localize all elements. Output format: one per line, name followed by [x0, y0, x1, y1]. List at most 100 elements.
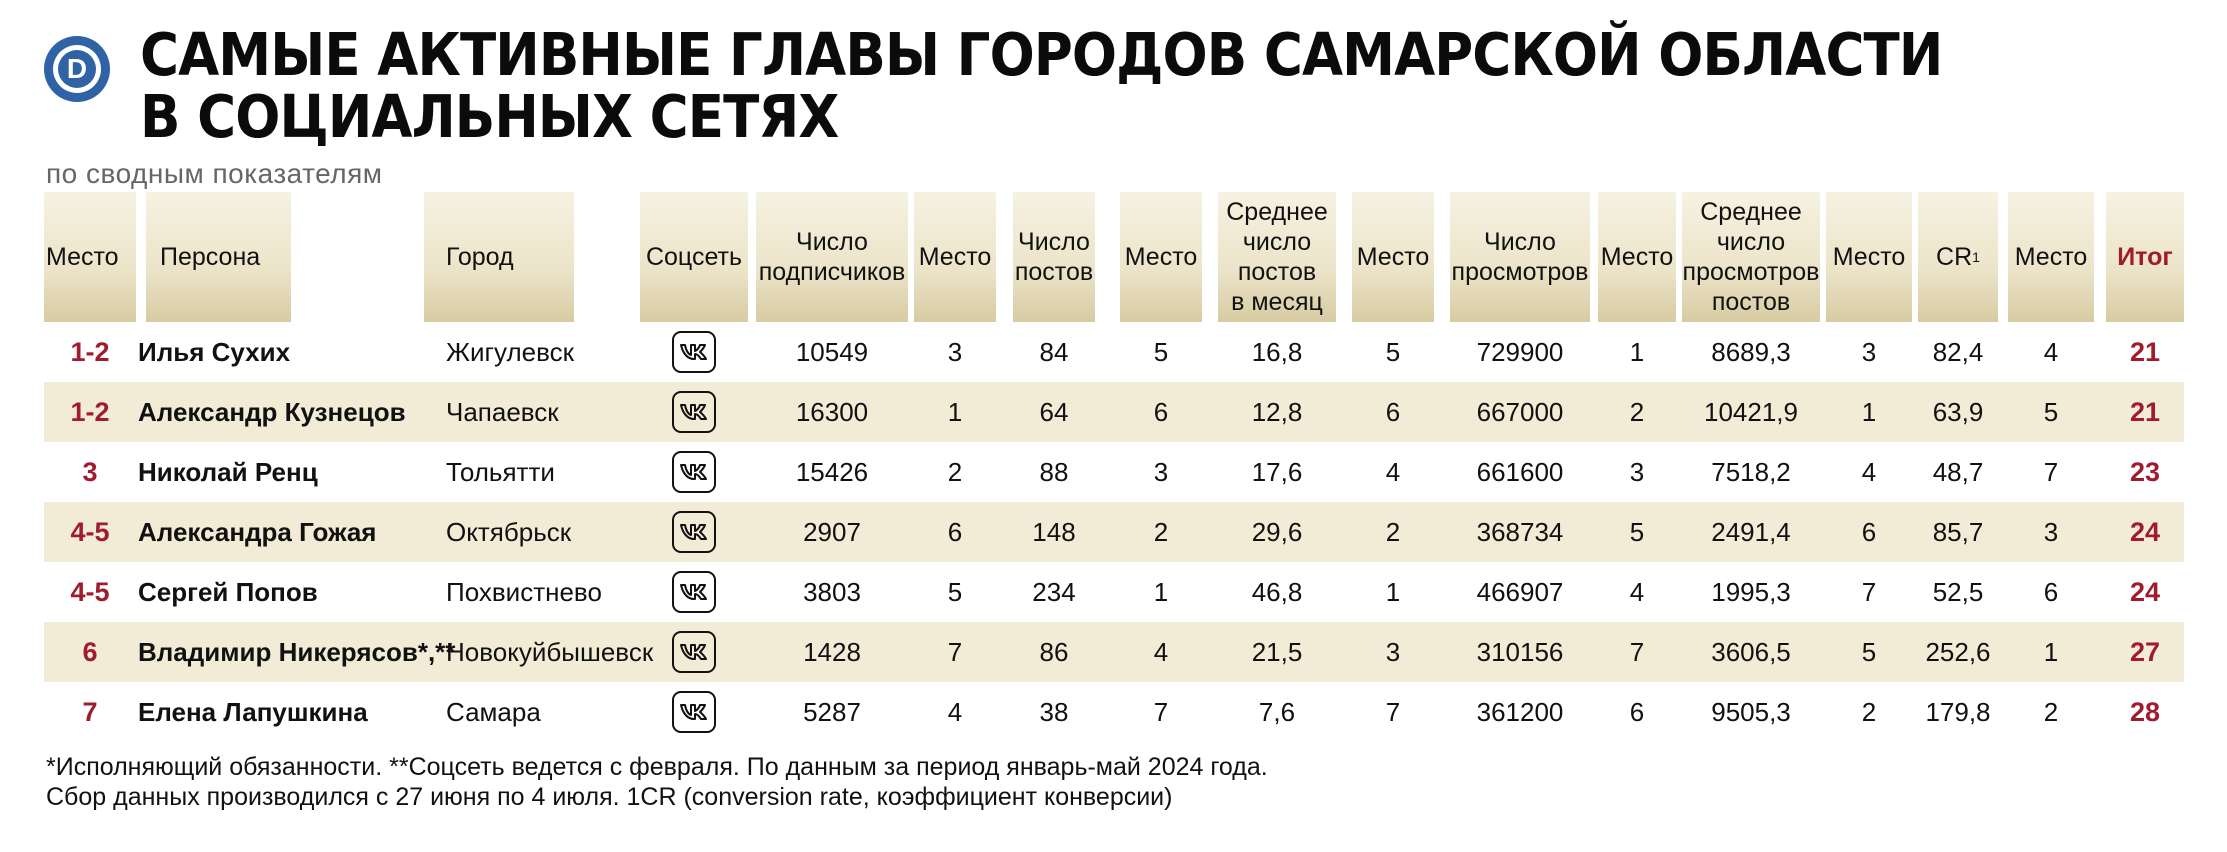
cell-p-avg-posts: 2 — [1385, 516, 1401, 547]
header-place4-label: Место — [1356, 243, 1430, 271]
cell-views: 368734 — [1476, 516, 1564, 547]
cell-p-posts: 4 — [1153, 636, 1169, 667]
header-bg-place4 — [1352, 192, 1434, 322]
cell-p-posts: 6 — [1153, 396, 1169, 427]
cell-avg-posts: 16,8 — [1251, 336, 1303, 367]
page-title: Самые активные главы городов Самарской о… — [140, 20, 1943, 151]
cell-p-avg-views: 5 — [1861, 636, 1877, 667]
header-person: Персона — [146, 192, 405, 322]
header-bg-city — [424, 192, 574, 322]
cell-views: 361200 — [1476, 696, 1564, 727]
cell-cr: 82,4 — [1932, 336, 1984, 367]
cell-p-avg-posts: 1 — [1385, 576, 1401, 607]
header-place-label: Место — [46, 243, 119, 271]
header-place3-label: Место — [1124, 243, 1198, 271]
header-avg-views-line: Среднее — [1700, 198, 1802, 226]
cell-p-cr: 2 — [2043, 696, 2059, 727]
cell-p-avg-posts: 4 — [1385, 456, 1401, 487]
cell-avg-views: 3606,5 — [1711, 636, 1791, 667]
cell-p-cr: 7 — [2043, 456, 2059, 487]
cell-p-views: 4 — [1629, 576, 1645, 607]
cell-city: Чапаевск — [446, 396, 559, 427]
cell-p-cr: 3 — [2043, 516, 2059, 547]
cell-subscribers: 1428 — [803, 636, 861, 667]
cell-avg-posts: 21,5 — [1251, 636, 1303, 667]
cell-avg-views: 9505,3 — [1711, 696, 1791, 727]
cell-person: Сергей Попов — [138, 576, 318, 607]
header-bg-avg_views — [1682, 192, 1820, 322]
header-subscribers-line: подписчиков — [758, 258, 906, 286]
header-place3: Место — [1120, 192, 1202, 322]
logo-icon: D — [44, 36, 110, 102]
cell-cr: 63,9 — [1932, 396, 1984, 427]
cell-views: 310156 — [1476, 636, 1564, 667]
table-row: 7 Елена Лапушкина Самара 5287 4 38 7 7,6 7 361200… — [44, 682, 2184, 742]
cell-subscribers: 3803 — [803, 576, 861, 607]
footnotes: *Исполняющий обязанности. **Соцсеть веде… — [46, 752, 1268, 812]
cell-total: 23 — [2129, 456, 2161, 487]
cell-total: 27 — [2129, 636, 2161, 667]
header-place5-label: Место — [1600, 243, 1674, 271]
cell-cr: 179,8 — [1925, 696, 1991, 727]
cell-place: 4-5 — [70, 516, 110, 547]
header-views: Число просмотров — [1450, 192, 1590, 322]
vk-icon — [672, 391, 716, 433]
header-bg-place2 — [914, 192, 996, 322]
header-network-label: Соцсеть — [645, 243, 743, 271]
logo-letter: D — [58, 50, 96, 88]
cell-place: 1-2 — [70, 396, 110, 427]
cell-p-avg-views: 6 — [1861, 516, 1877, 547]
cell-p-avg-views: 7 — [1861, 576, 1877, 607]
cell-city: Похвистнево — [446, 576, 602, 607]
cell-p-avg-posts: 5 — [1385, 336, 1401, 367]
cell-subscribers: 16300 — [795, 396, 869, 427]
header-bg-total — [2106, 192, 2184, 322]
header-bg-place — [44, 192, 136, 322]
header-avg-posts: Среднее число постов в месяц — [1218, 192, 1336, 322]
cell-views: 466907 — [1476, 576, 1564, 607]
vk-icon — [672, 691, 716, 733]
table-row: 4-5 Сергей Попов Похвистнево 3803 5 234 1 46,8 1… — [44, 562, 2184, 622]
header-avg-posts-line: постов — [1237, 258, 1317, 286]
cell-p-avg-views: 2 — [1861, 696, 1877, 727]
header-cr-label: CR — [1936, 243, 1973, 271]
cell-p-views: 5 — [1629, 516, 1645, 547]
cell-avg-views: 10421,9 — [1704, 396, 1798, 427]
cell-p-cr: 1 — [2043, 636, 2059, 667]
cell-avg-views: 2491,4 — [1711, 516, 1791, 547]
cell-person: Елена Лапушкина — [138, 696, 368, 727]
cell-posts: 64 — [1039, 396, 1069, 427]
cell-p-sub: 3 — [947, 336, 963, 367]
vk-icon — [672, 511, 716, 553]
header-subscribers-line: Число — [796, 228, 868, 256]
header-place2-label: Место — [918, 243, 992, 271]
header-views-line: Число — [1484, 228, 1556, 256]
header-bg-subscribers — [756, 192, 908, 322]
cell-cr: 48,7 — [1932, 456, 1984, 487]
cell-network — [640, 322, 748, 382]
cell-posts: 148 — [1032, 516, 1076, 547]
cell-p-cr: 4 — [2043, 336, 2059, 367]
header-avg-posts-line: Среднее — [1226, 198, 1328, 226]
header-total: Итог — [2106, 192, 2184, 322]
header-bg-place7 — [2008, 192, 2094, 322]
header-subscribers: Число подписчиков — [756, 192, 908, 322]
cell-avg-views: 8689,3 — [1711, 336, 1791, 367]
title-line-1: Самые активные главы городов Самарской о… — [140, 20, 1943, 89]
cell-p-sub: 6 — [947, 516, 963, 547]
cell-place: 7 — [82, 696, 98, 727]
cell-p-posts: 7 — [1153, 696, 1169, 727]
header-avg-views: Среднее число просмотров постов — [1682, 192, 1820, 322]
header-cr: CR 1 — [1936, 243, 1980, 271]
cell-avg-posts: 29,6 — [1251, 516, 1303, 547]
title-line-2: в социальных сетях — [140, 82, 839, 151]
cell-avg-posts: 7,6 — [1258, 696, 1296, 727]
header-avg-views-line: постов — [1711, 288, 1791, 316]
header-city-label: Город — [446, 243, 514, 271]
header-bg-place3 — [1120, 192, 1202, 322]
vk-icon — [672, 631, 716, 673]
header-avg-posts-line: число — [1242, 228, 1312, 256]
cell-subscribers: 10549 — [795, 336, 869, 367]
cell-total: 24 — [2129, 576, 2161, 607]
table-row: 1-2 Илья Сухих Жигулевск 10549 3 84 5 16,8 5 7299… — [44, 322, 2184, 382]
